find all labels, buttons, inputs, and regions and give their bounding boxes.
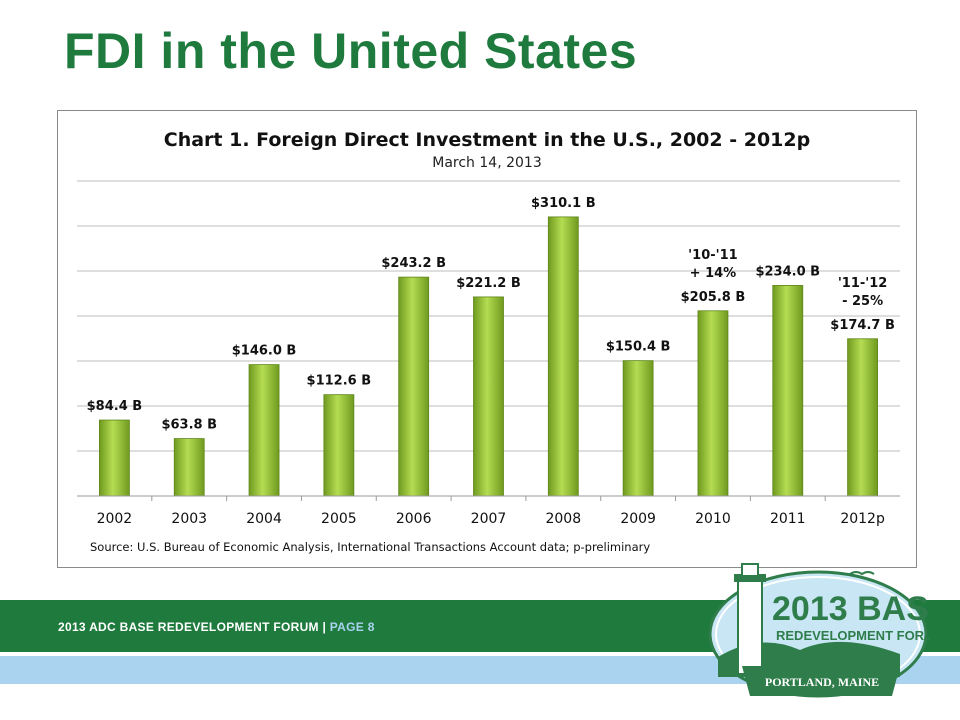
chart-subtitle: March 14, 2013 [432,155,541,171]
category-label-2010: 2010 [695,511,731,527]
logo-year-text: 2013 BASE [772,590,930,628]
bar-2004 [248,364,280,497]
value-label-2008: $310.1 B [531,196,596,211]
value-label-2004: $146.0 B [232,344,297,359]
bar-2005 [323,394,355,497]
category-label-2006: 2006 [396,511,432,527]
chart-frame: Chart 1. Foreign Direct Investment in th… [57,110,917,568]
bar-2007 [473,296,504,497]
bars [99,216,878,497]
bar-2010 [697,310,729,497]
logo-subtitle-text: REDEVELOPMENT FORUM [776,628,930,643]
footer-page-number: PAGE 8 [329,620,375,634]
category-label-2005: 2005 [321,511,357,527]
category-label-2004: 2004 [246,511,282,527]
category-label-2012p: 2012p [840,511,885,527]
value-label-2006: $243.2 B [381,256,446,271]
chart-title: Chart 1. Foreign Direct Investment in th… [164,129,810,151]
footer-forum-label: 2013 ADC BASE REDEVELOPMENT FORUM | [58,620,327,634]
annotation-2010-line-1: + 14% [690,266,737,281]
bar-2011 [772,284,804,497]
value-labels: $84.4 B $63.8 B $146.0 B $112.6 B $243.2 B $2… [87,196,895,433]
category-label-2009: 2009 [620,511,656,527]
category-label-2008: 2008 [545,511,581,527]
bar-chart: Chart 1. Foreign Direct Investment in th… [77,129,900,554]
bar-2008 [547,216,579,497]
bar-2003 [173,438,205,497]
logo-place-text: PORTLAND, MAINE [765,675,879,689]
value-label-2002: $84.4 B [87,399,143,414]
value-label-2010: $205.8 B [681,290,746,305]
slide-title: FDI in the United States [64,23,638,79]
bar-2006 [398,276,430,497]
annotation-2012p-line-1: - 25% [842,294,883,309]
value-label-2009: $150.4 B [606,340,671,355]
annotation-2010-line-0: '10-'11 [688,248,738,263]
value-label-2007: $221.2 B [456,276,521,291]
value-label-2012p: $174.7 B [830,318,895,333]
bar-2012p [847,338,878,497]
forum-logo: 2013 BASE REDEVELOPMENT FORUM PORTLAND, … [708,563,930,698]
footer-text: 2013 ADC BASE REDEVELOPMENT FORUM | PAGE… [58,620,375,634]
bar-2009 [622,360,654,497]
source-note: Source: U.S. Bureau of Economic Analysis… [90,540,650,554]
annotation-2012p-line-0: '11-'12 [838,276,888,291]
annotations: '10-'11 + 14% '11-'12 - 25% [688,248,887,309]
category-label-2011: 2011 [770,511,806,527]
category-label-2003: 2003 [171,511,207,527]
value-label-2003: $63.8 B [161,418,217,433]
value-label-2011: $234.0 B [755,264,820,279]
category-label-2007: 2007 [471,511,507,527]
category-label-2002: 2002 [97,511,133,527]
value-label-2005: $112.6 B [307,374,372,389]
category-labels: 2002 2003 2004 2005 2006 2007 2008 2009 2010 2011… [97,496,885,527]
bar-2002 [99,419,130,497]
